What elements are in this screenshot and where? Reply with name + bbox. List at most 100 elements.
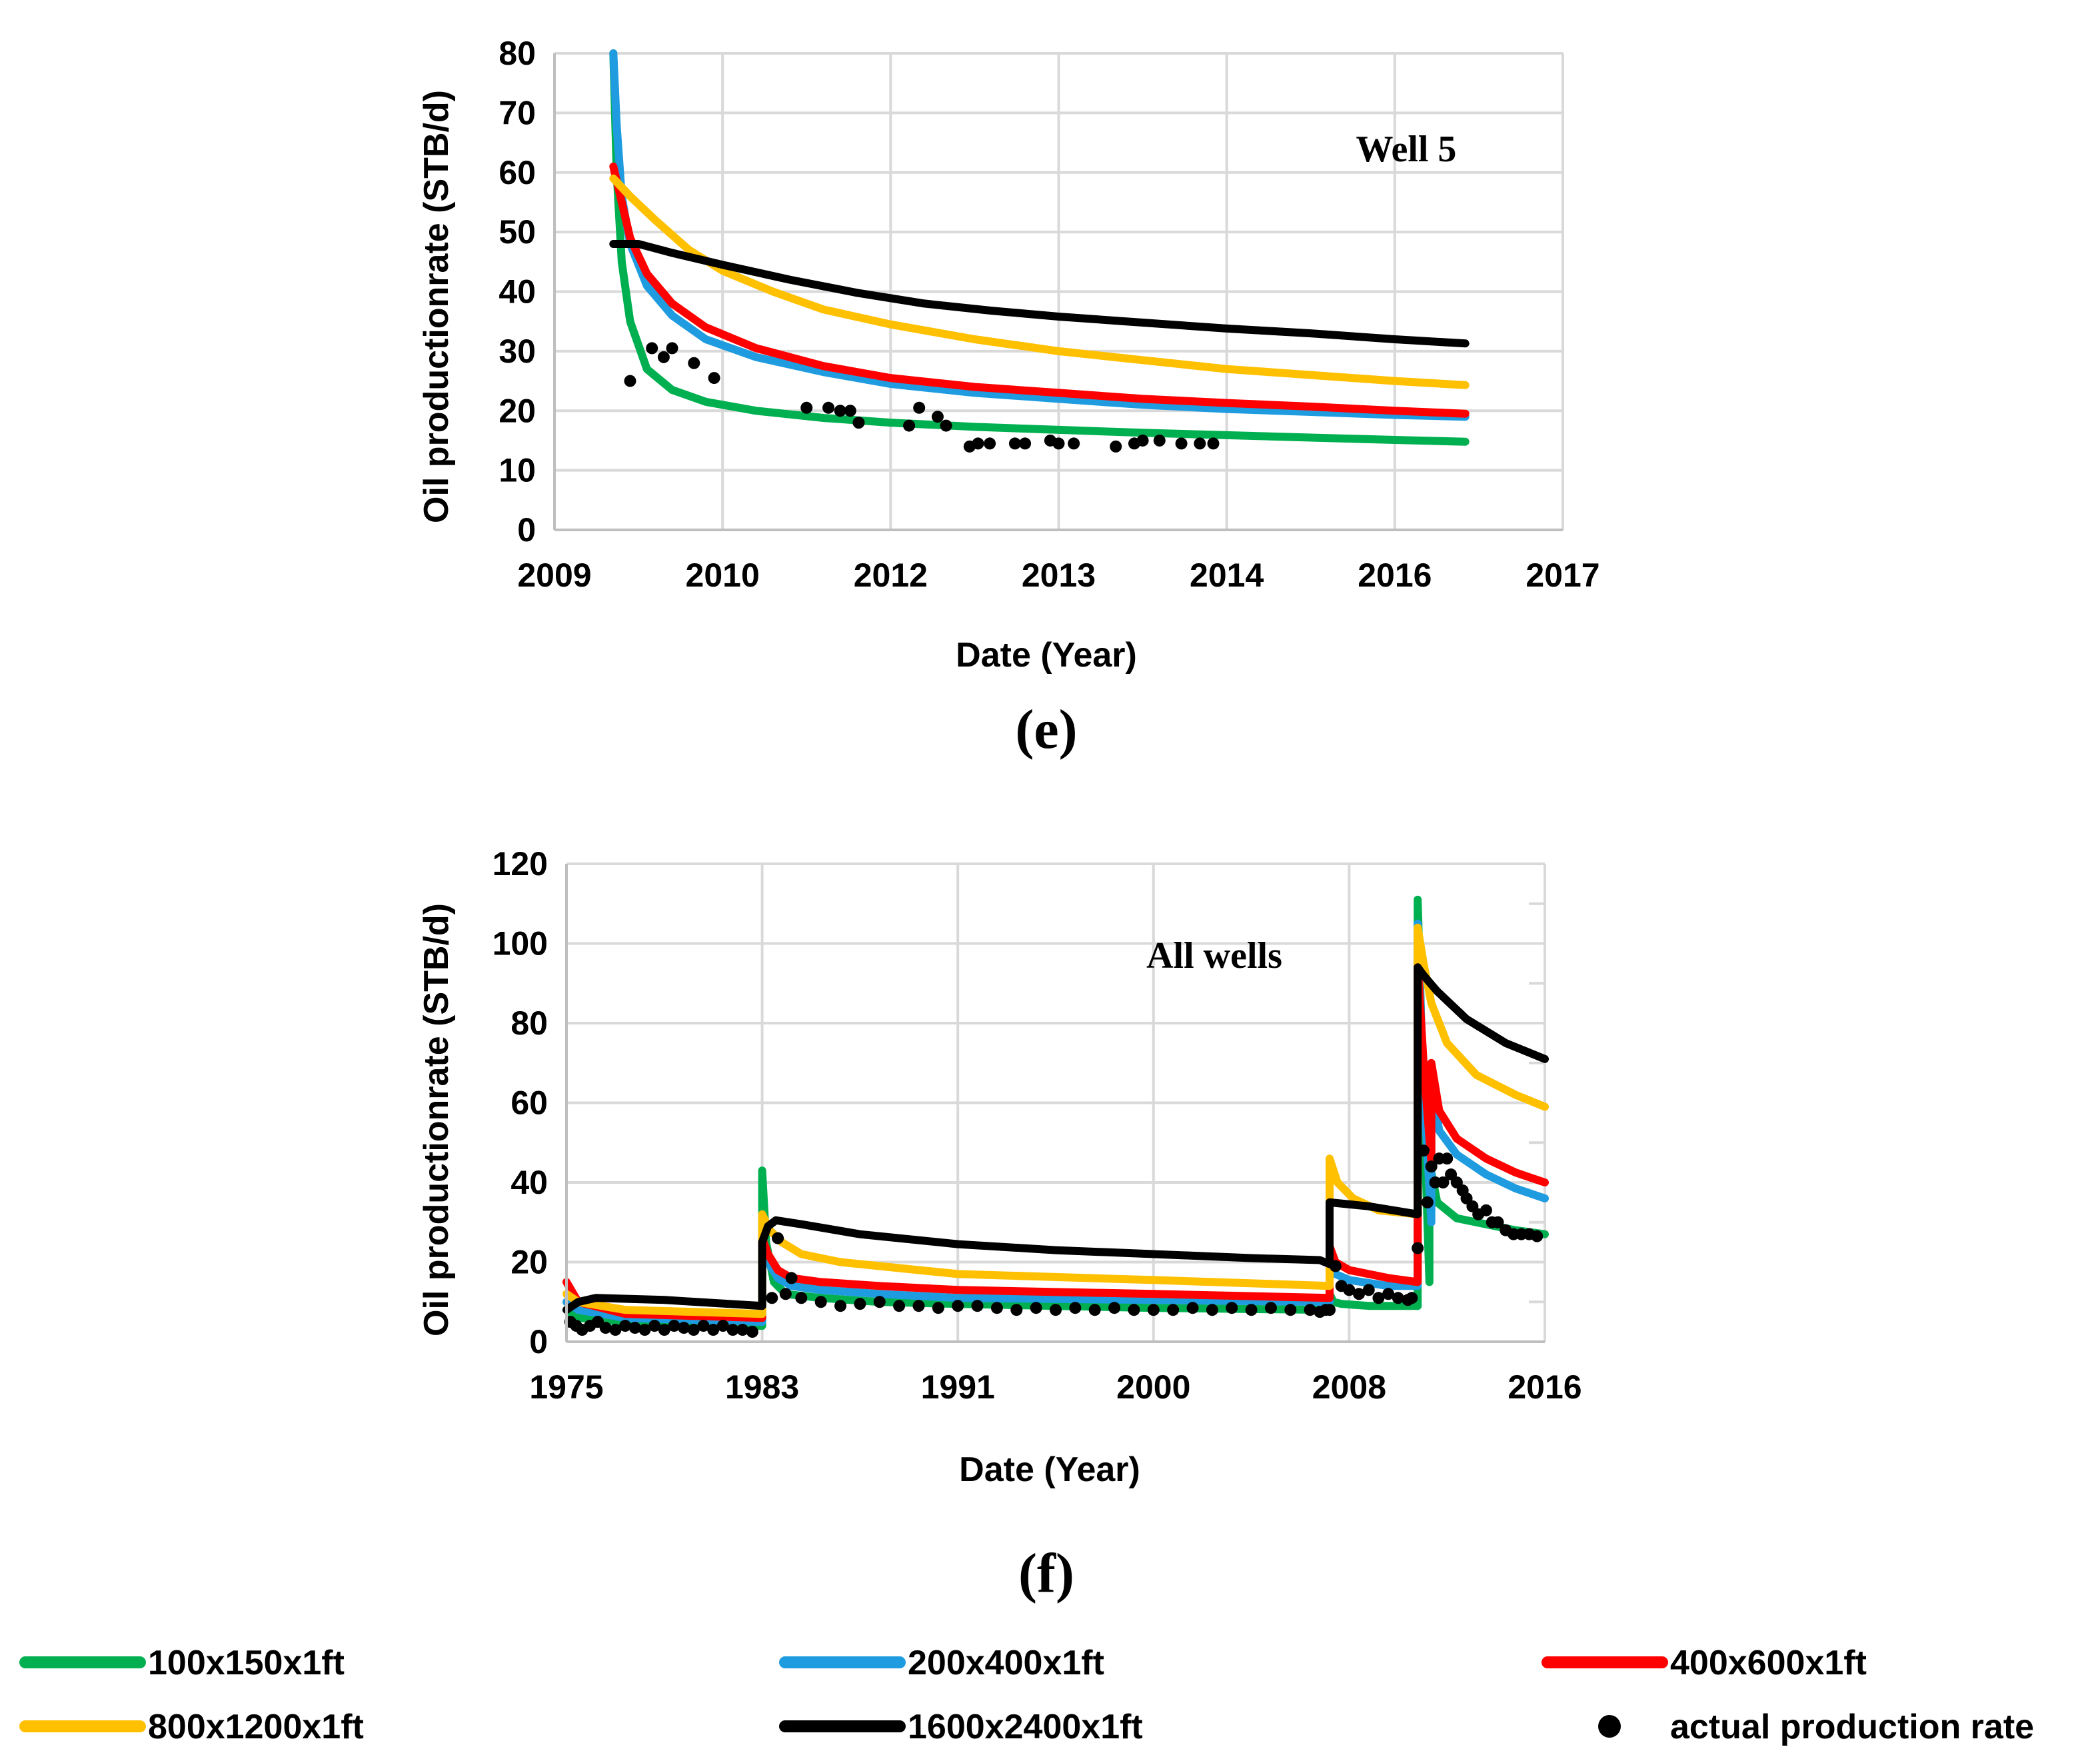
chart-e-y-ticks: 0 10 20 30 40 50 60 70 80 (499, 35, 536, 549)
f-point-actual (1167, 1304, 1180, 1316)
f-x-tick-label: 2008 (1312, 1368, 1386, 1406)
f-point-actual (854, 1298, 866, 1310)
e-series-100x150x1ft (609, 49, 1470, 446)
chart-e-grid (554, 52, 1564, 530)
f-x-tick-label: 1991 (921, 1368, 995, 1406)
f-point-actual (952, 1300, 964, 1312)
f-point-actual (1382, 1288, 1395, 1300)
f-point-actual (1372, 1292, 1385, 1304)
chart-f-y-axis-title: Oil productionrate (STB/d) (417, 903, 456, 1336)
f-point-actual (726, 1324, 739, 1336)
chart-f-panel-label: (f) (1018, 1542, 1074, 1604)
f-point-actual (648, 1320, 661, 1332)
f-point-actual (893, 1300, 906, 1312)
legend-label-400x600: 400x600x1ft (1670, 1644, 1867, 1682)
f-point-actual (1437, 1176, 1450, 1188)
f-point-actual (658, 1324, 670, 1336)
e-point-actual (1175, 437, 1188, 450)
f-point-actual (1010, 1304, 1023, 1316)
e-x-tick-label: 2013 (1022, 557, 1096, 594)
chart-f-x-ticks: 1975 1983 1991 2000 2008 2016 (529, 1368, 1581, 1406)
f-point-actual (619, 1320, 632, 1332)
f-point-actual (1425, 1160, 1438, 1173)
f-point-actual (678, 1322, 690, 1334)
f-point-actual (1417, 1144, 1430, 1157)
f-point-actual (1421, 1196, 1434, 1208)
f-point-actual (746, 1326, 758, 1338)
chart-e-annotation: Well 5 (1356, 129, 1457, 170)
f-y-tick-label: 60 (511, 1084, 548, 1122)
f-point-actual (1392, 1292, 1404, 1304)
e-point-actual (666, 342, 678, 355)
e-x-tick-label: 2016 (1358, 557, 1432, 594)
f-point-actual (736, 1324, 749, 1336)
f-point-actual (990, 1302, 1003, 1314)
e-point-actual (1136, 434, 1149, 447)
f-point-actual (1353, 1288, 1366, 1300)
f-series-400x600x1ft (562, 959, 1549, 1322)
e-x-tick-label: 2012 (854, 557, 928, 594)
e-series-400x600x1ft (609, 162, 1470, 418)
e-y-tick-label: 40 (499, 273, 536, 311)
e-point-actual (1207, 437, 1220, 450)
f-point-actual (1406, 1292, 1418, 1304)
e-y-tick-label: 80 (499, 35, 536, 72)
e-y-tick-label: 50 (499, 213, 536, 251)
chart-e-axes (553, 53, 1563, 531)
chart-e-series (609, 49, 1470, 453)
legend-label-1600x2400: 1600x2400x1ft (908, 1708, 1143, 1746)
f-point-actual (1050, 1304, 1062, 1316)
e-x-tick-label: 2014 (1190, 557, 1264, 594)
e-point-actual (1052, 437, 1065, 450)
e-point-actual (984, 437, 996, 450)
f-point-actual (1088, 1304, 1101, 1316)
f-point-actual (1226, 1302, 1238, 1314)
f-point-actual (1362, 1284, 1375, 1296)
e-point-actual (913, 401, 926, 414)
f-point-actual (1245, 1304, 1258, 1316)
e-point-actual (940, 419, 952, 432)
f-point-actual (1492, 1216, 1504, 1228)
e-point-actual (1019, 437, 1032, 450)
f-point-actual (1480, 1204, 1492, 1216)
f-point-actual (1531, 1230, 1544, 1242)
chart-f-y-ticks: 0 20 40 60 80 100 120 (493, 845, 548, 1360)
f-point-actual (785, 1272, 798, 1284)
f-point-actual (1030, 1302, 1042, 1314)
f-x-tick-label: 1975 (529, 1368, 603, 1406)
f-point-actual (814, 1296, 827, 1308)
e-point-actual (1068, 437, 1080, 450)
legend-marker-actual (1598, 1715, 1621, 1738)
f-point-actual (716, 1320, 729, 1332)
e-point-actual (708, 372, 720, 385)
f-point-actual (1069, 1302, 1082, 1314)
e-point-actual (834, 405, 846, 417)
f-point-actual (668, 1320, 680, 1332)
f-point-actual (1343, 1284, 1356, 1296)
f-point-actual (834, 1300, 847, 1312)
chart-f: 0 20 40 60 80 100 120 1975 1983 1991 2000 2008 2016… (417, 845, 1582, 1604)
chart-e-y-axis-title: Oil productionrate (STB/d) (417, 90, 456, 523)
e-point-actual (657, 351, 670, 363)
f-point-actual (971, 1300, 984, 1312)
f-point-actual (638, 1324, 651, 1336)
f-y-tick-label: 20 (511, 1244, 548, 1281)
legend-label-800x1200: 800x1200x1ft (148, 1708, 364, 1746)
f-point-actual (707, 1324, 720, 1336)
f-point-actual (1304, 1304, 1316, 1316)
e-point-actual (931, 411, 944, 423)
chart-f-x-axis-title: Date (Year) (959, 1450, 1140, 1489)
e-point-actual (1194, 437, 1206, 450)
f-point-actual (1108, 1302, 1121, 1314)
f-point-actual (1128, 1304, 1140, 1316)
legend-label-100x150: 100x150x1ft (148, 1644, 345, 1682)
e-series-800x1200x1ft (609, 174, 1470, 389)
e-point-actual (822, 401, 835, 414)
f-point-actual (1412, 1242, 1424, 1254)
f-series-800x1200x1ft (562, 923, 1549, 1318)
e-y-tick-label: 20 (499, 392, 536, 429)
f-point-actual (912, 1300, 925, 1312)
e-point-actual (800, 401, 813, 414)
